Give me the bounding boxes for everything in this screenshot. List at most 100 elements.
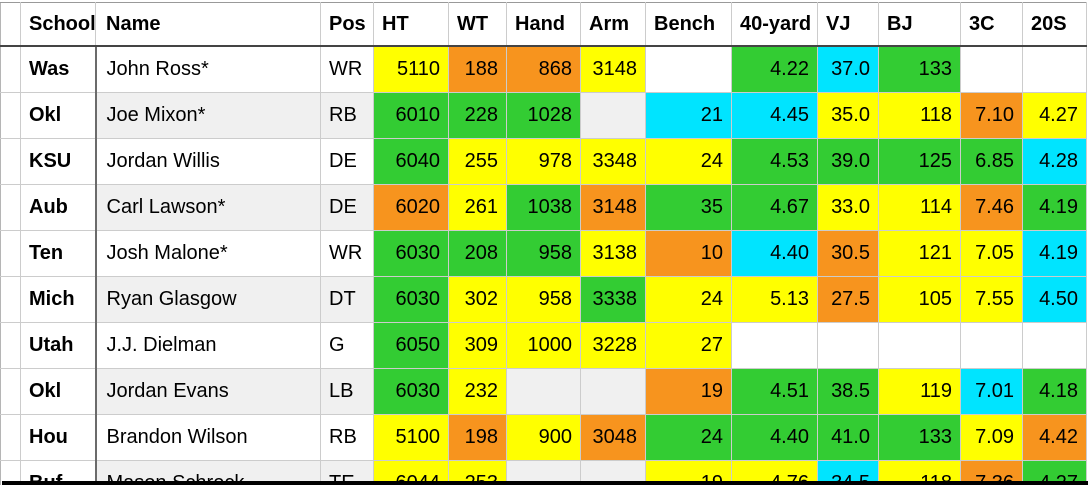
name-cell: Joe Mixon* xyxy=(94,92,321,139)
arm-cell xyxy=(580,460,646,485)
forty-yard-cell: 4.22 xyxy=(731,46,818,93)
three-cone-cell: 7.10 xyxy=(960,92,1023,139)
hand-cell: 1038 xyxy=(506,184,581,231)
ht-cell: 6020 xyxy=(373,184,449,231)
school-cell: Hou xyxy=(20,414,96,461)
pos-cell: DE xyxy=(320,184,374,231)
table-row: Was John Ross* WR 5110 188 868 3148 4.22… xyxy=(0,46,1087,93)
bench-cell: 24 xyxy=(645,138,732,185)
three-cone-cell: 7.05 xyxy=(960,230,1023,277)
arm-cell: 3148 xyxy=(580,184,646,231)
hand-cell: 958 xyxy=(506,276,581,323)
school-cell: Ten xyxy=(20,230,96,277)
gutter-cell xyxy=(0,46,21,93)
vj-cell: 39.0 xyxy=(817,138,879,185)
pos-cell: TE xyxy=(320,460,374,485)
wt-cell: 261 xyxy=(448,184,507,231)
ht-cell: 6050 xyxy=(373,322,449,369)
twenty-shuttle-cell: 4.18 xyxy=(1022,368,1087,415)
ht-cell: 5110 xyxy=(373,46,449,93)
three-cone-cell xyxy=(960,46,1023,93)
pos-cell: WR xyxy=(320,46,374,93)
wt-cell: 232 xyxy=(448,368,507,415)
col-header-pos: Pos xyxy=(320,2,374,47)
gutter-header-cell xyxy=(0,2,21,47)
vj-cell: 33.0 xyxy=(817,184,879,231)
bench-cell: 27 xyxy=(645,322,732,369)
pos-cell: LB xyxy=(320,368,374,415)
bj-cell: 121 xyxy=(878,230,961,277)
twenty-shuttle-cell: 4.28 xyxy=(1022,138,1087,185)
name-cell: John Ross* xyxy=(94,46,321,93)
hand-cell: 958 xyxy=(506,230,581,277)
vj-cell: 27.5 xyxy=(817,276,879,323)
vj-cell: 34.5 xyxy=(817,460,879,485)
twenty-shuttle-cell: 4.19 xyxy=(1022,230,1087,277)
wt-cell: 198 xyxy=(448,414,507,461)
twenty-shuttle-cell: 4.50 xyxy=(1022,276,1087,323)
table-bottom-border xyxy=(2,481,1088,485)
gutter-cell xyxy=(0,368,21,415)
bj-cell: 114 xyxy=(878,184,961,231)
name-cell: Jordan Evans xyxy=(94,368,321,415)
col-header-arm: Arm xyxy=(580,2,646,47)
ht-cell: 6040 xyxy=(373,138,449,185)
wt-cell: 309 xyxy=(448,322,507,369)
col-header-20s: 20S xyxy=(1022,2,1087,47)
header-row: School Name Pos HT WT Hand Arm Bench 40-… xyxy=(0,2,1087,47)
gutter-cell xyxy=(0,184,21,231)
col-header-school: School xyxy=(20,2,96,47)
arm-cell: 3148 xyxy=(580,46,646,93)
bj-cell xyxy=(878,322,961,369)
wt-cell: 302 xyxy=(448,276,507,323)
three-cone-cell: 7.55 xyxy=(960,276,1023,323)
wt-cell: 253 xyxy=(448,460,507,485)
pos-cell: RB xyxy=(320,92,374,139)
name-cell: Mason Schreck xyxy=(94,460,321,485)
forty-yard-cell: 4.53 xyxy=(731,138,818,185)
twenty-shuttle-cell: 4.19 xyxy=(1022,184,1087,231)
school-cell: Aub xyxy=(20,184,96,231)
name-cell: Brandon Wilson xyxy=(94,414,321,461)
vj-cell: 30.5 xyxy=(817,230,879,277)
name-cell: Carl Lawson* xyxy=(94,184,321,231)
ht-cell: 6030 xyxy=(373,368,449,415)
table-row: Utah J.J. Dielman G 6050 309 1000 3228 2… xyxy=(0,322,1087,369)
school-cell: KSU xyxy=(20,138,96,185)
forty-yard-cell: 4.45 xyxy=(731,92,818,139)
twenty-shuttle-cell xyxy=(1022,322,1087,369)
ht-cell: 6030 xyxy=(373,276,449,323)
gutter-cell xyxy=(0,322,21,369)
ht-cell: 5100 xyxy=(373,414,449,461)
forty-yard-cell: 4.40 xyxy=(731,414,818,461)
bj-cell: 133 xyxy=(878,46,961,93)
forty-yard-cell xyxy=(731,322,818,369)
three-cone-cell xyxy=(960,322,1023,369)
bj-cell: 119 xyxy=(878,368,961,415)
bj-cell: 125 xyxy=(878,138,961,185)
name-cell: Josh Malone* xyxy=(94,230,321,277)
arm-cell: 3348 xyxy=(580,138,646,185)
three-cone-cell: 6.85 xyxy=(960,138,1023,185)
gutter-cell xyxy=(0,460,21,485)
bench-cell xyxy=(645,46,732,93)
table-row: Okl Jordan Evans LB 6030 232 19 4.51 38.… xyxy=(0,368,1087,415)
school-cell: Mich xyxy=(20,276,96,323)
school-cell: Okl xyxy=(20,368,96,415)
pos-cell: DT xyxy=(320,276,374,323)
ht-cell: 6010 xyxy=(373,92,449,139)
arm-cell: 3228 xyxy=(580,322,646,369)
hand-cell: 1028 xyxy=(506,92,581,139)
gutter-cell xyxy=(0,92,21,139)
gutter-cell xyxy=(0,138,21,185)
three-cone-cell: 7.46 xyxy=(960,184,1023,231)
col-header-name: Name xyxy=(95,2,321,47)
arm-cell: 3138 xyxy=(580,230,646,277)
pos-cell: DE xyxy=(320,138,374,185)
bench-cell: 21 xyxy=(645,92,732,139)
vj-cell: 38.5 xyxy=(817,368,879,415)
bench-cell: 19 xyxy=(645,460,732,485)
col-header-wt: WT xyxy=(448,2,507,47)
gutter-cell xyxy=(0,276,21,323)
forty-yard-cell: 4.40 xyxy=(731,230,818,277)
